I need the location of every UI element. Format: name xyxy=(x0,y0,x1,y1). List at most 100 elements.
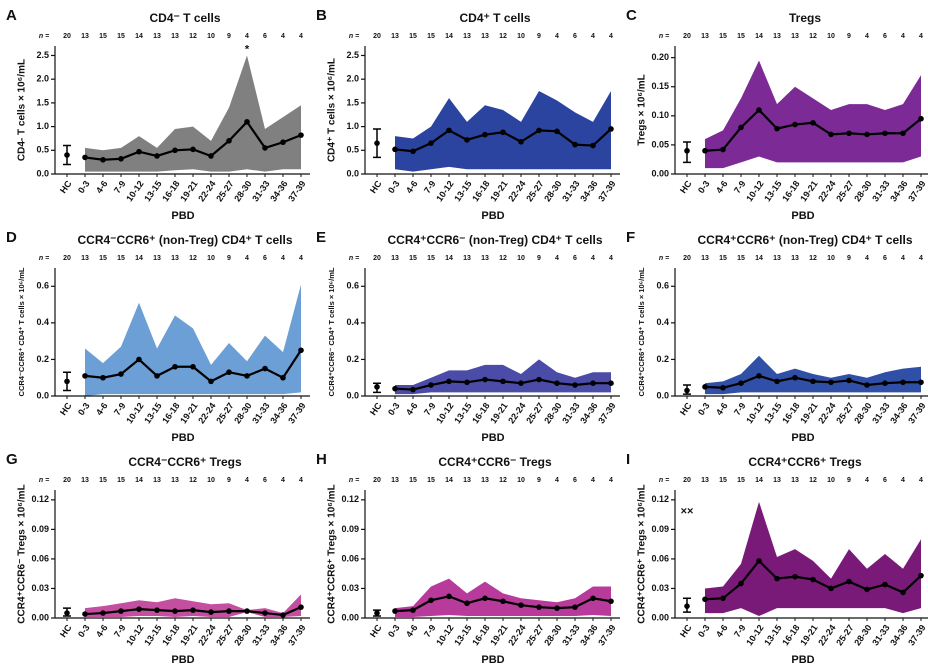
x-tick-label: 28-30 xyxy=(542,623,563,648)
x-tick-label: 0-3 xyxy=(386,401,402,417)
n-value: 13 xyxy=(171,255,179,262)
panel: B CD4⁺ T cells n = 20 13 15 15 14 13 13 12 10 9 4 6 4 4 C… xyxy=(316,7,620,222)
x-tick-label: 31-33 xyxy=(560,401,581,426)
x-tick-label: 37-39 xyxy=(596,623,617,648)
panel-letter: B xyxy=(316,7,327,24)
mean-point xyxy=(738,124,744,131)
n-value: 13 xyxy=(153,477,161,484)
x-tick-label: 10-12 xyxy=(434,401,455,426)
n-value: 15 xyxy=(409,33,417,40)
mean-point xyxy=(392,608,398,614)
hc-point xyxy=(684,387,690,394)
hc-point xyxy=(374,610,380,616)
mean-point xyxy=(590,142,596,149)
mean-point xyxy=(554,128,560,135)
n-value: 13 xyxy=(481,255,489,262)
mean-point xyxy=(100,374,106,381)
mean-point xyxy=(810,576,816,583)
x-tick-label: 10-12 xyxy=(744,401,765,426)
panel: E CCR4⁺CCR6⁻ (non-Treg) CD4⁺ T cells n = 20… xyxy=(316,229,620,444)
x-tick-label: 34-36 xyxy=(888,623,909,648)
x-tick-label: 10-12 xyxy=(434,179,455,204)
n-value: 9 xyxy=(227,477,231,484)
mean-point xyxy=(810,120,816,126)
x-tick-label: 13-15 xyxy=(762,179,783,204)
n-value: 13 xyxy=(463,255,471,262)
n-value: 13 xyxy=(773,255,781,262)
mean-point xyxy=(864,131,870,138)
x-tick-label: 7-9 xyxy=(732,179,748,195)
mean-point xyxy=(900,130,906,137)
n-value: 9 xyxy=(227,255,231,262)
x-tick-label: 25-27 xyxy=(834,401,855,426)
range-band xyxy=(705,60,921,169)
mean-point xyxy=(172,363,178,370)
mean-point xyxy=(774,378,780,385)
n-value: 14 xyxy=(755,33,763,40)
mean-point xyxy=(244,373,250,379)
x-tick-label: 7-9 xyxy=(112,623,128,639)
x-tick-label: 37-39 xyxy=(286,179,307,204)
mean-point xyxy=(702,596,708,603)
n-value: 20 xyxy=(63,477,71,484)
mean-point xyxy=(702,147,708,154)
mean-point xyxy=(608,380,614,387)
n-value: 13 xyxy=(171,477,179,484)
x-tick-label: 7-9 xyxy=(422,179,438,195)
n-value: 4 xyxy=(919,255,923,262)
mean-point xyxy=(392,385,398,392)
n-value: 10 xyxy=(517,255,525,262)
y-tick-label: 0.0 xyxy=(36,168,49,178)
x-tick-label: 19-21 xyxy=(798,179,819,204)
n-value: 13 xyxy=(391,33,399,40)
n-value: 4 xyxy=(281,477,285,484)
panel: D CCR4⁻CCR6⁺ (non-Treg) CD4⁺ T cells n = 20… xyxy=(6,229,310,444)
y-tick-label: 0.6 xyxy=(346,281,359,291)
x-tick-label: 34-36 xyxy=(578,623,599,648)
x-tick-label: HC xyxy=(678,622,694,639)
mean-point xyxy=(244,608,250,614)
x-tick-label: 22-24 xyxy=(506,401,527,426)
n-value: 15 xyxy=(737,33,745,40)
x-tick-label: 4-6 xyxy=(404,179,420,195)
x-tick-label: 0-3 xyxy=(696,401,712,417)
x-tick-label: 28-30 xyxy=(232,401,253,426)
n-value: 12 xyxy=(189,255,197,262)
x-tick-label: 7-9 xyxy=(422,401,438,417)
n-value: 4 xyxy=(591,477,595,484)
mean-point xyxy=(82,154,88,161)
n-value: 14 xyxy=(755,477,763,484)
x-tick-label: 25-27 xyxy=(214,179,235,204)
mean-point xyxy=(446,593,452,600)
mean-point xyxy=(482,131,488,138)
n-value: 10 xyxy=(207,255,215,262)
n-label: n = xyxy=(659,255,669,262)
mean-point xyxy=(100,156,106,163)
mean-point xyxy=(518,380,524,387)
mean-point xyxy=(428,382,434,388)
mean-point xyxy=(792,573,798,580)
y-tick-label: 0.2 xyxy=(36,354,49,364)
x-tick-label: 25-27 xyxy=(214,401,235,426)
mean-point xyxy=(882,380,888,387)
x-tick-label: 19-21 xyxy=(488,179,509,204)
n-label: n = xyxy=(659,477,669,484)
mean-point xyxy=(136,606,142,612)
y-tick-label: 0.03 xyxy=(341,583,359,593)
y-tick-label: 0.06 xyxy=(651,553,669,563)
y-tick-label: 1.5 xyxy=(36,97,49,107)
n-value: 14 xyxy=(755,255,763,262)
x-tick-label: 37-39 xyxy=(286,623,307,648)
y-tick-label: 0.4 xyxy=(36,317,49,327)
x-tick-label: 22-24 xyxy=(196,623,217,648)
hc-point xyxy=(684,147,690,154)
n-value: 14 xyxy=(135,33,143,40)
n-value: 13 xyxy=(791,33,799,40)
y-tick-label: 0.06 xyxy=(31,553,49,563)
n-value: 15 xyxy=(719,33,727,40)
n-value: 12 xyxy=(499,477,507,484)
n-value: 13 xyxy=(481,33,489,40)
n-value: 15 xyxy=(409,477,417,484)
n-value: 14 xyxy=(135,477,143,484)
n-value: 15 xyxy=(737,255,745,262)
